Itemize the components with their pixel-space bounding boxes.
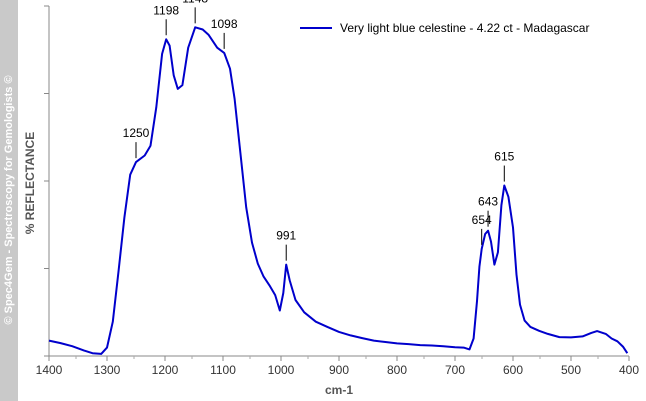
x-axis-title: cm-1 [325, 383, 353, 397]
x-tick-label: 1400 [36, 363, 63, 377]
axes [48, 6, 629, 357]
peak-label: 643 [478, 195, 498, 209]
peak-label: 1148 [182, 0, 208, 5]
peak-label: 615 [494, 150, 514, 164]
peak-label: 1098 [211, 17, 238, 31]
x-tick-label: 1100 [210, 363, 236, 377]
x-tick-label: 900 [329, 363, 349, 377]
legend-label: Very light blue celestine - 4.22 ct - Ma… [340, 21, 589, 35]
spectrum-line [48, 26, 629, 355]
peak-label: 1198 [153, 3, 179, 17]
x-tick-label: 1300 [94, 363, 121, 377]
x-tick-label: 1000 [268, 363, 295, 377]
x-tick-label: 500 [561, 363, 581, 377]
x-tick-label: 800 [387, 363, 407, 377]
peak-label: 654 [472, 213, 492, 227]
series-layer [48, 26, 629, 355]
y-ticks [44, 5, 49, 357]
legend: Very light blue celestine - 4.22 ct - Ma… [300, 21, 589, 35]
annotation-layer: 1250 11981148 1098 991 654 643 615 [123, 0, 515, 261]
x-tick-label: 700 [445, 363, 465, 377]
x-tick-label: 600 [503, 363, 523, 377]
x-tick-label: 400 [619, 363, 639, 377]
x-tick-label: 1200 [152, 363, 179, 377]
peak-label: 1250 [123, 126, 150, 140]
y-axis-title: % REFLECTANCE [23, 132, 37, 234]
peak-label: 991 [276, 229, 296, 243]
x-ticks: 1400 1300 1200 1100 1000 900 800 700 600 500 400 [36, 356, 639, 377]
watermark-strip: © Spec4Gem - Spectroscopy for Gemologist… [0, 0, 18, 401]
